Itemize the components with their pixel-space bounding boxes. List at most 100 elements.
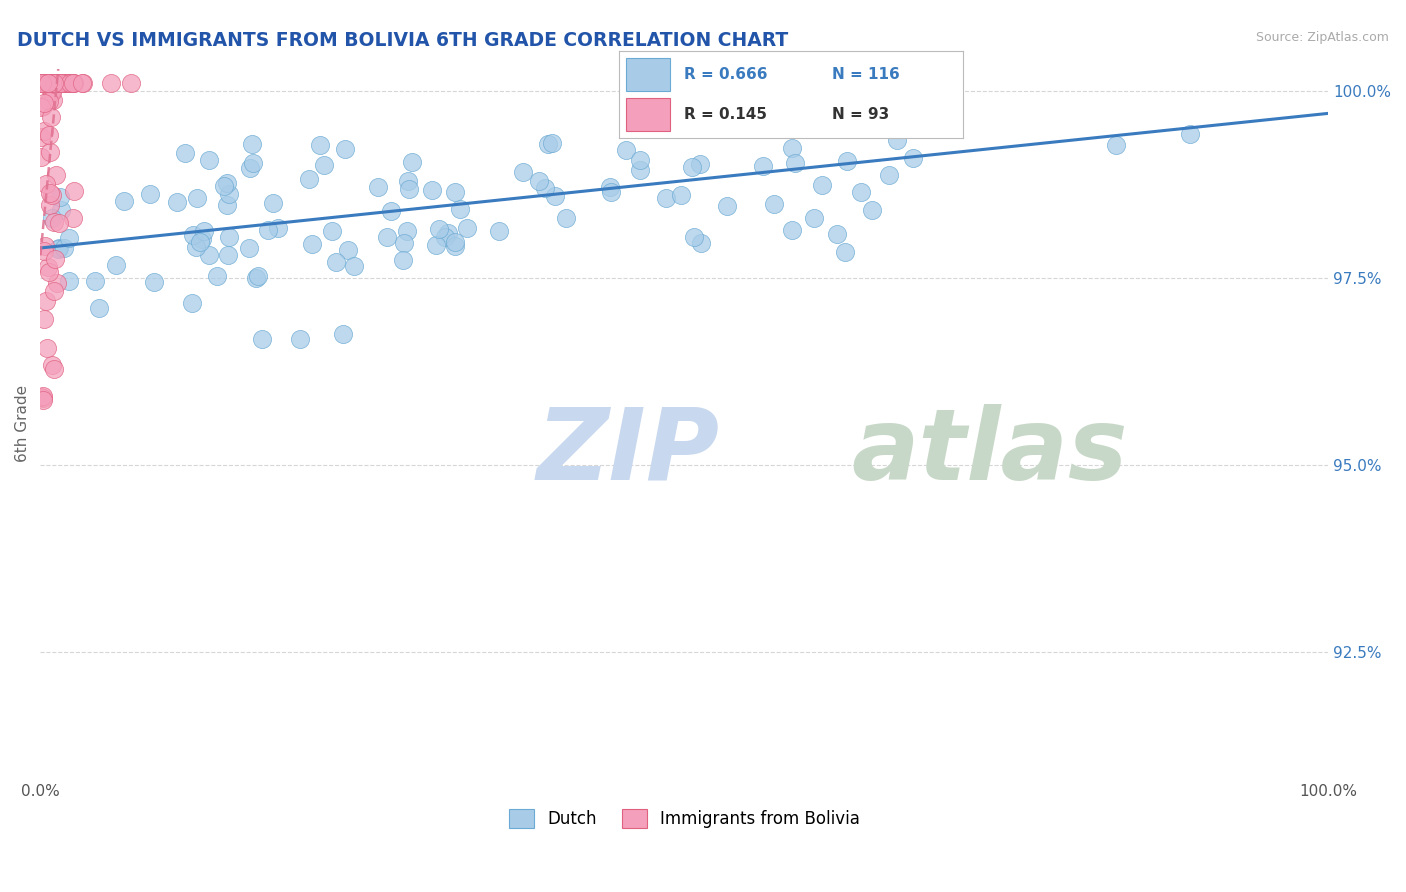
Point xyxy=(534,180,557,194)
Point xyxy=(60,77,83,91)
Point xyxy=(332,326,354,341)
Point xyxy=(657,100,679,114)
Point xyxy=(42,284,65,298)
Point xyxy=(425,238,447,252)
Point xyxy=(31,77,53,91)
Point xyxy=(803,211,825,225)
Point xyxy=(38,128,60,142)
Point xyxy=(70,77,93,91)
Point xyxy=(35,77,58,91)
Point xyxy=(37,77,59,91)
Point xyxy=(555,211,578,225)
Point xyxy=(48,216,70,230)
Text: N = 116: N = 116 xyxy=(832,67,900,82)
Point xyxy=(39,186,62,200)
Point xyxy=(31,77,53,91)
Point xyxy=(41,187,63,202)
Point xyxy=(42,77,65,91)
Point xyxy=(449,202,471,217)
Point xyxy=(825,77,848,91)
Point xyxy=(51,77,73,91)
Point xyxy=(56,77,79,91)
Point xyxy=(35,293,58,308)
Point xyxy=(437,226,460,240)
Point xyxy=(44,77,66,91)
Bar xyxy=(626,98,671,131)
Point xyxy=(239,161,262,175)
Point xyxy=(456,221,478,235)
Point xyxy=(434,230,457,244)
Point xyxy=(298,171,321,186)
Point xyxy=(689,236,711,251)
Point xyxy=(444,235,467,249)
Point xyxy=(205,269,228,284)
Point xyxy=(49,202,72,217)
Point xyxy=(48,242,70,256)
Point xyxy=(250,332,273,346)
Point xyxy=(488,224,510,238)
Point xyxy=(45,77,67,91)
Point xyxy=(35,177,58,191)
Point xyxy=(186,191,208,205)
Point xyxy=(53,240,76,254)
Point xyxy=(30,391,52,405)
Point xyxy=(301,237,323,252)
Point xyxy=(41,211,63,225)
Point xyxy=(84,275,107,289)
Point xyxy=(49,77,72,91)
Point xyxy=(35,77,58,91)
Point xyxy=(380,203,402,218)
Point xyxy=(53,77,76,91)
Point xyxy=(1105,138,1128,153)
Point xyxy=(35,77,58,91)
Point xyxy=(217,248,239,262)
Point xyxy=(198,153,221,167)
Point xyxy=(100,77,122,91)
Point xyxy=(42,77,65,91)
Point xyxy=(62,77,84,91)
Point xyxy=(875,120,897,135)
Y-axis label: 6th Grade: 6th Grade xyxy=(15,385,30,462)
Point xyxy=(599,180,621,194)
Point xyxy=(325,255,347,269)
Point xyxy=(41,86,63,100)
Legend: Dutch, Immigrants from Bolivia: Dutch, Immigrants from Bolivia xyxy=(502,802,866,835)
Point xyxy=(537,137,560,152)
Point xyxy=(785,156,807,170)
Point xyxy=(541,136,564,151)
Text: ZIP: ZIP xyxy=(536,404,720,500)
Point xyxy=(45,168,67,182)
Point xyxy=(851,185,873,199)
Point xyxy=(35,77,58,91)
Point xyxy=(38,95,60,109)
Point xyxy=(41,358,63,372)
Point xyxy=(190,232,212,246)
Point xyxy=(72,77,94,91)
Point xyxy=(59,77,82,91)
Point xyxy=(60,77,83,91)
Point xyxy=(314,158,336,172)
Point xyxy=(31,99,53,113)
Point xyxy=(395,224,418,238)
Point xyxy=(174,145,197,160)
Point xyxy=(669,188,692,202)
Point xyxy=(391,253,413,268)
Point xyxy=(512,165,534,179)
Point xyxy=(835,153,858,168)
Point xyxy=(41,83,63,97)
Point xyxy=(262,195,284,210)
Point xyxy=(42,362,65,376)
Point xyxy=(55,77,77,91)
Point xyxy=(527,173,550,187)
Point xyxy=(48,77,70,91)
Point xyxy=(56,77,79,91)
Point xyxy=(367,179,389,194)
Point xyxy=(190,235,212,250)
Point xyxy=(49,77,72,91)
Point xyxy=(105,258,128,272)
Point xyxy=(218,186,240,201)
Point xyxy=(186,240,208,254)
Point xyxy=(112,194,135,208)
Point xyxy=(32,77,55,91)
Point xyxy=(266,221,288,235)
